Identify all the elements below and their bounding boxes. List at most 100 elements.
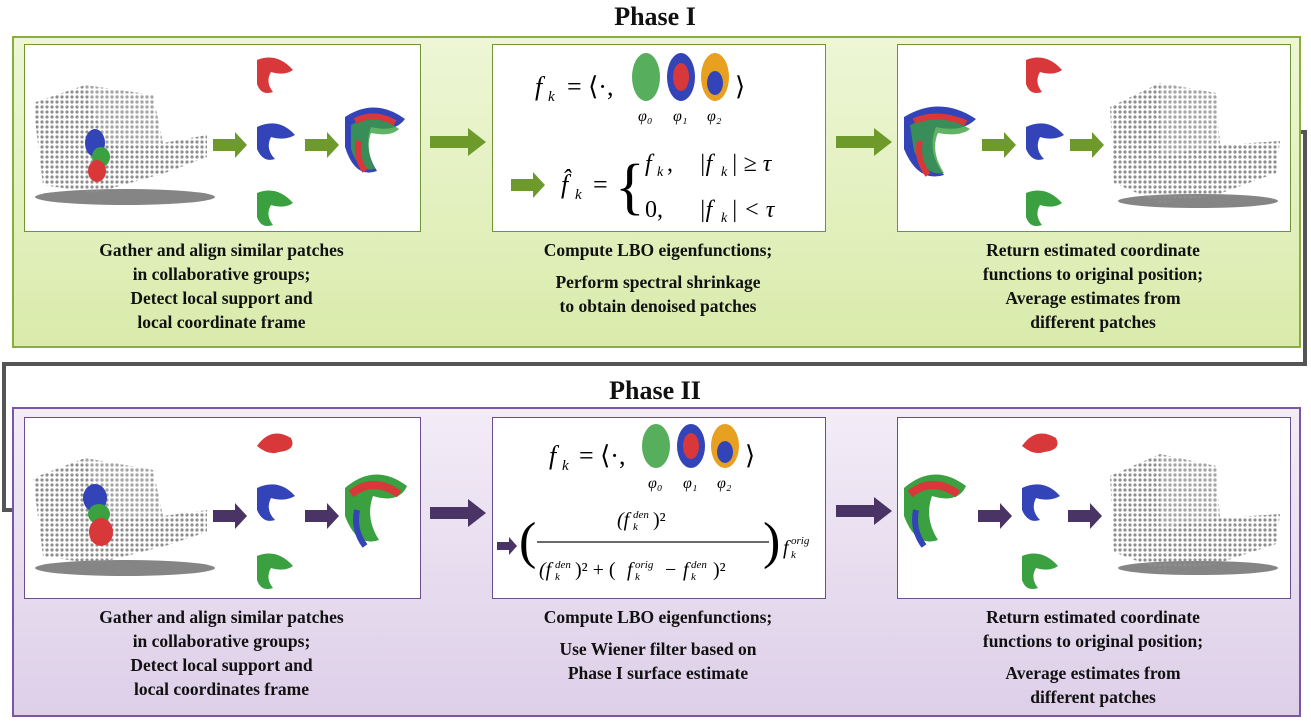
phase1-eigen-box: f k = ⟨·, ⟩ φ₀ φ₁ φ₂ f̂ k = { f k , |f k… [492,44,826,232]
caption-line: local coordinate frame [137,312,306,332]
phase2-eigen-box: f k = ⟨·, ⟩ φ₀ φ₁ φ₂ ( (f k den )² (f k … [492,417,826,599]
caption-line: different patches [1030,687,1156,707]
svg-text:den: den [691,559,707,571]
phase2-title: Phase II [609,376,701,405]
svg-text:k: k [635,571,641,583]
caption-line: Use Wiener filter based on [559,639,757,659]
svg-text:= ⟨·,: = ⟨·, [579,441,625,470]
svg-text:k: k [721,211,728,226]
case1-f: f [645,151,655,177]
eq-brace: { [615,153,645,221]
svg-text:(: ( [519,513,536,570]
caption-line: Return estimated coordinate [986,607,1200,627]
phase1-return-image [897,44,1291,232]
caption-line: Gather and align similar patches [99,240,344,260]
svg-text:den: den [555,559,571,571]
eq-close: ⟩ [735,72,745,101]
eq-eq: = ⟨·, [567,72,613,101]
phi0-patch [642,424,670,468]
phase2-col2-caption: Compute LBO eigenfunctions; Use Wiener f… [492,605,824,685]
orig-sup: orig [635,559,654,571]
svg-text:(f: (f [617,509,632,531]
svg-text:−: − [665,559,676,581]
phi0-patch [632,53,660,101]
svg-text:f: f [783,537,791,559]
caption-line: Detect local support and [130,655,313,675]
svg-text:k: k [791,549,797,561]
svg-text:k: k [691,571,697,583]
reconstruction-illustration [904,57,1280,226]
svg-text:f: f [683,559,691,581]
caption-line: Gather and align similar patches [99,607,344,627]
caption-line: Average estimates from [1005,663,1181,683]
svg-text:k: k [555,571,561,583]
caption-line: Compute LBO eigenfunctions; [543,240,773,260]
svg-text:k: k [633,521,639,533]
phase2-arrow-2 [836,497,892,525]
den-sup: den [633,509,649,521]
shrinkage-equation: f k = ⟨·, ⟩ φ₀ φ₁ φ₂ f̂ k = { f k , |f k… [511,53,776,226]
phi2-label: φ₂ [707,108,722,125]
point-cloud-illustration [33,433,407,589]
case2-zero: 0, [645,197,663,223]
eq-fhat-eq: = [593,170,608,199]
phase1-col1-caption: Gather and align similar patches in coll… [24,238,419,334]
phi0-label: φ₀ [648,475,662,492]
reconstruction-illustration [904,433,1280,589]
caption-line: local coordinates frame [134,679,309,699]
svg-text:k: k [657,165,664,180]
caption-line: Average estimates from [1005,288,1181,308]
eq-fhat: f̂ [561,170,572,199]
caption-line: Perform spectral shrinkage [555,272,761,292]
caption-line: to obtain denoised patches [559,296,757,316]
caption-line: functions to original position; [982,264,1204,284]
svg-text:| ≥ τ: | ≥ τ [731,151,773,177]
eq-fk: f [535,72,546,101]
eq-fhat-k: k [575,187,582,203]
svg-text:)²: )² [653,509,666,531]
phase1-arrow-2 [836,128,892,156]
svg-text:(f: (f [539,559,554,581]
phase1-arrow-1 [430,128,486,156]
phase1-gather-image [24,44,421,232]
phase1-col3-caption: Return estimated coordinate functions to… [897,238,1289,334]
caption-line: Detect local support and [130,288,313,308]
phi1-label: φ₁ [683,475,697,492]
caption-line: Return estimated coordinate [986,240,1200,260]
phi1-label: φ₁ [673,108,687,125]
caption-line: in collaborative groups; [132,264,311,284]
svg-text:f: f [627,559,635,581]
phase2-col3-caption: Return estimated coordinate functions to… [897,605,1289,709]
phase2-col1-caption: Gather and align similar patches in coll… [24,605,419,701]
phase2-return-image [897,417,1291,599]
svg-text:): ) [763,513,780,570]
caption-line: Compute LBO eigenfunctions; [543,607,773,627]
eq-arrow [497,537,517,555]
phi0-label: φ₀ [638,108,652,125]
wiener-equation: f k = ⟨·, ⟩ φ₀ φ₁ φ₂ ( (f k den )² (f k … [497,424,810,583]
phase2-panel: Gather and align similar patches in coll… [12,407,1301,717]
point-cloud-illustration [33,57,405,226]
phi2-label: φ₂ [717,475,732,492]
svg-text:orig: orig [791,535,810,547]
phase1-panel: Gather and align similar patches in coll… [12,36,1301,348]
eq-k: k [548,89,555,105]
phase2-arrow-1 [430,499,486,527]
caption-line: different patches [1030,312,1156,332]
svg-text:)²: )² [713,559,726,581]
eq-arrow [511,172,545,198]
svg-text:k: k [562,458,569,474]
phase1-col2-caption: Compute LBO eigenfunctions; Perform spec… [492,238,824,318]
svg-text:| < τ: | < τ [731,197,776,223]
phase1-title: Phase I [614,2,696,31]
caption-line: Phase I surface estimate [567,663,749,683]
svg-text:)² + (: )² + ( [575,559,616,581]
svg-text:⟩: ⟩ [745,441,755,470]
svg-text:k: k [721,165,728,180]
caption-line: in collaborative groups; [132,631,311,651]
case1-cond: |f [699,151,716,177]
phase2-gather-image [24,417,421,599]
caption-line: functions to original position; [982,631,1204,651]
case2-cond: |f [699,197,716,223]
